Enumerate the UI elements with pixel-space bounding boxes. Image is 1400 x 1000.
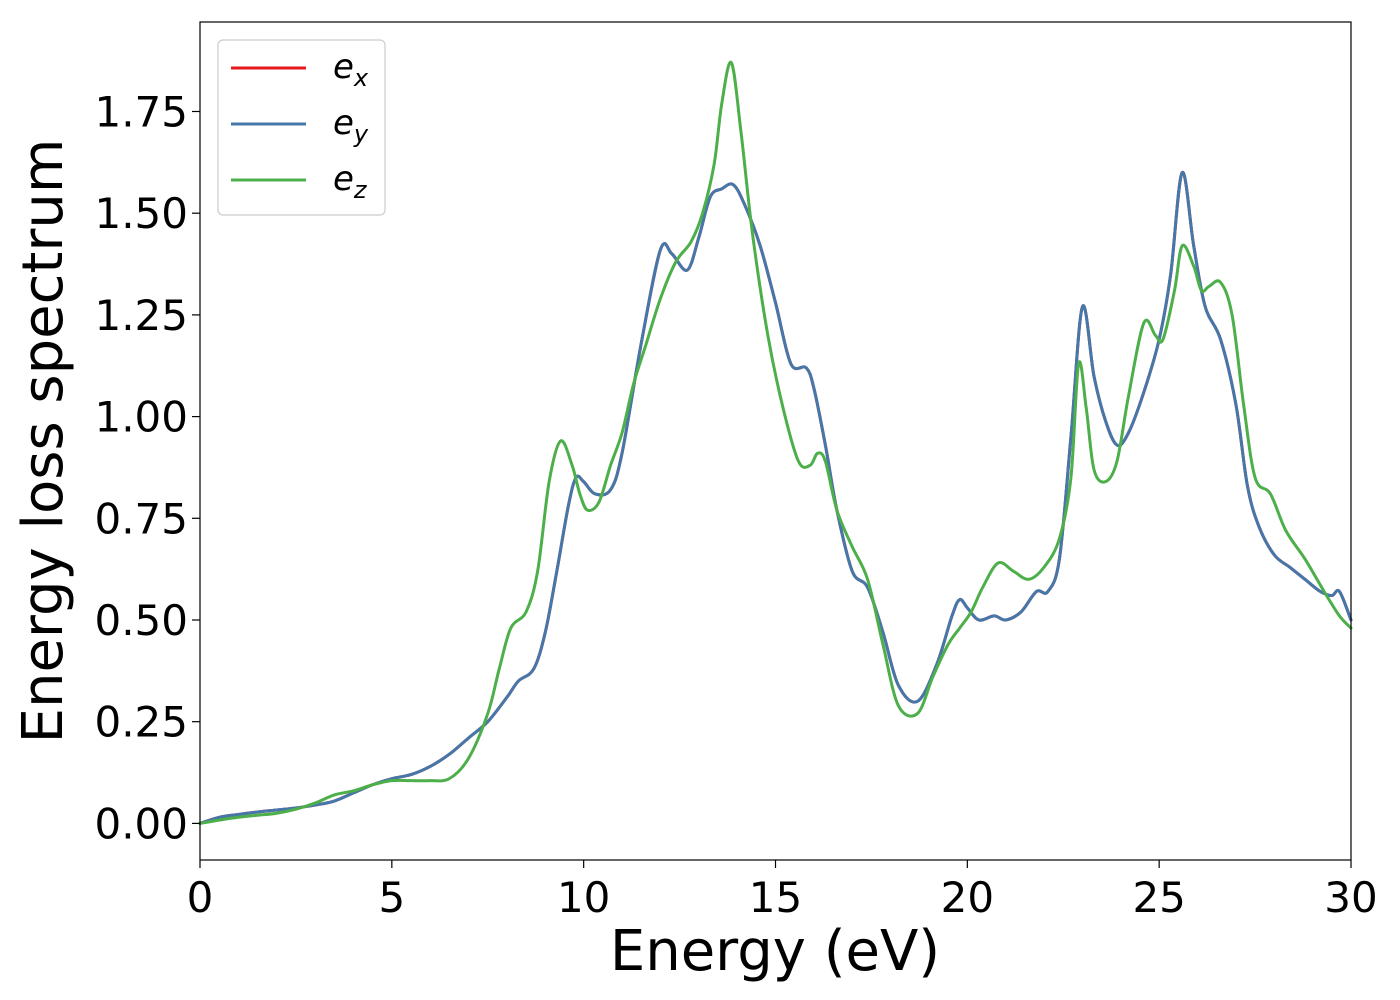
y-tick-label: 0.75 bbox=[94, 494, 188, 543]
x-tick-label: 5 bbox=[378, 873, 405, 922]
legend-label-x: ex bbox=[333, 47, 369, 92]
x-tick-label: 10 bbox=[557, 873, 610, 922]
x-tick-label: 0 bbox=[187, 873, 214, 922]
y-axis-title: Energy loss spectrum bbox=[11, 139, 76, 744]
y-tick-label: 1.75 bbox=[94, 87, 188, 136]
x-tick-label: 30 bbox=[1324, 873, 1377, 922]
legend-label-y: ey bbox=[333, 103, 369, 148]
x-axis-title: Energy (eV) bbox=[610, 919, 940, 984]
x-tick-label: 20 bbox=[941, 873, 994, 922]
y-tick-label: 1.25 bbox=[94, 291, 188, 340]
series-layer bbox=[198, 60, 1353, 825]
y-tick-label: 1.50 bbox=[94, 189, 188, 238]
y-axis: 0.00 0.25 0.50 0.75 1.00 1.25 1.50 1.75 bbox=[94, 87, 200, 848]
x-tick-label: 25 bbox=[1132, 873, 1185, 922]
y-tick-label: 0.50 bbox=[94, 596, 188, 645]
legend-box bbox=[217, 39, 386, 216]
y-tick-label: 1.00 bbox=[94, 393, 188, 442]
series-line-z bbox=[198, 60, 1353, 825]
x-tick-label: 15 bbox=[749, 873, 802, 922]
y-tick-label: 0.25 bbox=[94, 698, 188, 747]
y-tick-label: 0.00 bbox=[94, 799, 188, 848]
series-line-y bbox=[198, 170, 1353, 825]
x-axis: 0 5 10 15 20 25 30 bbox=[187, 860, 1378, 922]
